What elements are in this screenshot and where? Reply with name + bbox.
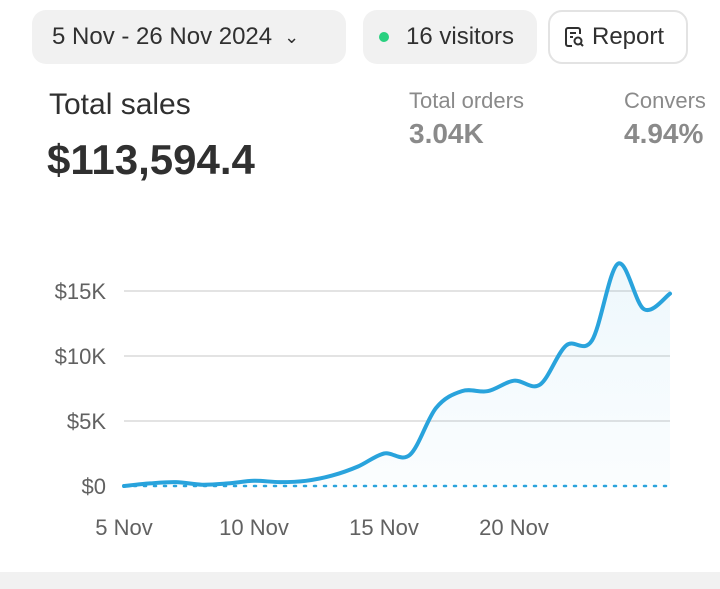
x-tick-label: 15 Nov <box>349 515 419 540</box>
sales-chart: $0 $5K $10K $15K 5 Nov 10 Nov 15 Nov 20 Nov <box>55 261 672 540</box>
live-visitors-button[interactable]: 16 visitors <box>363 10 537 64</box>
report-button[interactable]: Report <box>548 10 688 64</box>
sales-line <box>122 261 672 488</box>
x-tick-label: 20 Nov <box>479 515 549 540</box>
total-sales-value: $113,594.4 <box>47 136 255 183</box>
total-orders-value: 3.04K <box>409 118 484 149</box>
footer-bar <box>0 572 720 589</box>
report-icon <box>565 27 584 47</box>
sales-area <box>124 263 670 486</box>
total-sales-label: Total sales <box>49 88 191 121</box>
y-tick-label: $0 <box>82 474 106 499</box>
x-tick-label: 10 Nov <box>219 515 289 540</box>
date-range-label: 5 Nov - 26 Nov 2024 <box>52 23 273 50</box>
conversion-value: 4.94% <box>624 118 704 149</box>
y-tick-label: $15K <box>55 279 107 304</box>
chevron-down-icon: ⌄ <box>284 26 300 47</box>
date-range-selector[interactable]: 5 Nov - 26 Nov 2024 ⌄ <box>32 10 346 64</box>
y-tick-label: $10K <box>55 344 107 369</box>
visitors-label: 16 visitors <box>406 23 515 50</box>
x-tick-label: 5 Nov <box>95 515 152 540</box>
live-dot-icon <box>379 32 389 42</box>
report-label: Report <box>592 23 665 50</box>
total-orders-label[interactable]: Total orders <box>409 88 524 113</box>
conversion-label[interactable]: Convers <box>624 88 706 113</box>
y-tick-label: $5K <box>67 409 106 434</box>
